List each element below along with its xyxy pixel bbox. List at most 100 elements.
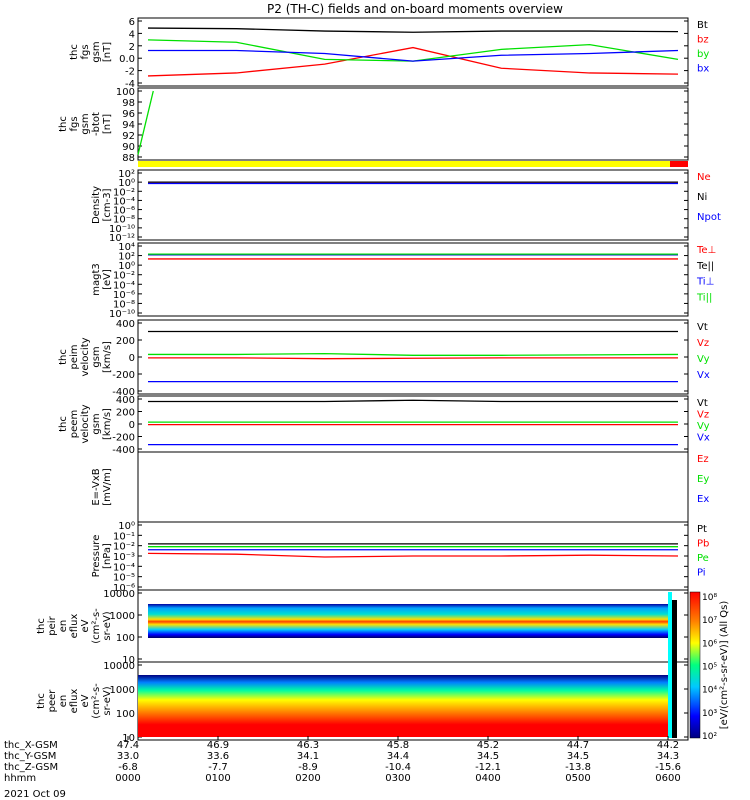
panel-frame-fgs bbox=[137, 17, 689, 87]
ytick-label-temperature: 10⁻¹⁰ bbox=[109, 309, 135, 320]
ytick-label-peir-spectrogram: 10000 bbox=[103, 589, 135, 600]
legend-peim-velocity: Vy bbox=[697, 354, 710, 365]
ytick-label-fgs-btotal: 94 bbox=[122, 120, 135, 131]
ytick-label-temperature: 10⁻² bbox=[113, 271, 135, 282]
ylabel-peer-spectrogram: sr-eV) bbox=[102, 686, 113, 715]
xaxis-value: 34.4 bbox=[387, 751, 409, 762]
ylabel-e-field: E=-VxB bbox=[91, 468, 102, 505]
plot-title: P2 (TH-C) fields and on-board moments ov… bbox=[267, 2, 563, 16]
legend-temperature: Ti⊥ bbox=[696, 277, 714, 288]
legend-temperature: Ti|| bbox=[696, 292, 712, 303]
ylabel-peer-spectrogram: eV bbox=[80, 694, 91, 707]
ytick-label-peer-spectrogram: 100 bbox=[116, 709, 135, 720]
series-fgs-bz bbox=[147, 46, 679, 77]
xaxis-row-label: thc_Z-GSM bbox=[4, 762, 58, 773]
xaxis-value: 0100 bbox=[205, 773, 230, 784]
ytick-label-fgs: -4 bbox=[125, 79, 135, 90]
colorbar-tick-label: 10⁸ bbox=[702, 593, 717, 603]
ytick-label-pressure: 10⁻¹ bbox=[113, 531, 135, 542]
legend-peim-velocity: Vx bbox=[697, 370, 710, 381]
xaxis-value: -7.7 bbox=[208, 762, 228, 773]
ytick-label-fgs: 4 bbox=[129, 29, 135, 40]
spectrogram-gap-dark bbox=[672, 600, 677, 738]
legend-pressure: Pt bbox=[697, 524, 707, 535]
legend-pressure: Pe bbox=[697, 553, 709, 564]
legend-fgs: by bbox=[697, 49, 709, 60]
xaxis-value: 0400 bbox=[475, 773, 500, 784]
ytick-label-peem-velocity: -200 bbox=[112, 433, 135, 444]
xaxis-row-label: thc_Y-GSM bbox=[4, 751, 56, 762]
ylabel-density: Density bbox=[91, 186, 102, 224]
ytick-label-fgs-btotal: 96 bbox=[122, 109, 135, 120]
ylabel-peim-velocity: thc bbox=[58, 349, 69, 365]
xaxis-value: 34.5 bbox=[567, 751, 589, 762]
legend-peem-velocity: Vx bbox=[697, 433, 710, 444]
status-bar-end bbox=[670, 161, 688, 167]
ylabel-peer-spectrogram: (cm²-s- bbox=[91, 683, 102, 719]
ytick-label-peem-velocity: 0 bbox=[129, 420, 135, 431]
ytick-label-peim-velocity: 200 bbox=[116, 336, 135, 347]
legend-peem-velocity: Vz bbox=[697, 410, 709, 421]
legend-temperature: Te⊥ bbox=[696, 245, 716, 256]
ylabel-peim-velocity: [km/s] bbox=[102, 341, 113, 373]
date-label: 2021 Oct 09 bbox=[4, 789, 66, 800]
ytick-label-peir-spectrogram: 1000 bbox=[110, 611, 135, 622]
ytick-label-fgs: 2 bbox=[129, 42, 135, 53]
ytick-label-pressure: 10⁰ bbox=[118, 521, 135, 532]
ytick-label-density: 10⁰ bbox=[118, 178, 135, 189]
xaxis-value: -13.8 bbox=[565, 762, 591, 773]
ytick-label-density: 10⁻² bbox=[113, 187, 135, 198]
ylabel-e-field: [mV/m] bbox=[102, 468, 113, 506]
legend-pressure: Pb bbox=[697, 539, 709, 550]
colorbar-ticks: 10⁸ 10⁷ 10⁶ 10⁵ 10⁴ 10³ 10² bbox=[702, 593, 717, 742]
colorbar bbox=[689, 591, 701, 739]
ylabel-temperature: magt3 bbox=[91, 263, 102, 296]
legend-peem-velocity: Vy bbox=[697, 421, 710, 432]
colorbar-tick-label: 10⁷ bbox=[702, 616, 717, 626]
ytick-label-peer-spectrogram: 1000 bbox=[110, 685, 135, 696]
xaxis-value: 0200 bbox=[295, 773, 320, 784]
series-peem-velocity-Vt bbox=[148, 399, 678, 403]
ytick-label-peim-velocity: -200 bbox=[112, 370, 135, 381]
ylabel-peer-spectrogram: peer bbox=[47, 689, 58, 713]
xaxis-value: 0000 bbox=[115, 773, 140, 784]
ylabel-peir-spectrogram: peir bbox=[47, 615, 58, 635]
ytick-label-fgs-btotal: 90 bbox=[122, 142, 135, 153]
spectrogram-gap bbox=[668, 592, 672, 738]
peer-spectrogram-image bbox=[138, 675, 668, 737]
ylabel-density: [cm-3] bbox=[102, 188, 113, 221]
xaxis-value: 34.3 bbox=[657, 751, 679, 762]
ytick-label-peim-velocity: 0 bbox=[129, 353, 135, 364]
xaxis-value: 33.0 bbox=[117, 751, 139, 762]
ylabel-peem-velocity: thc bbox=[58, 416, 69, 432]
ylabel-peer-spectrogram: eflux bbox=[69, 689, 80, 714]
ytick-label-pressure: 10⁻⁵ bbox=[113, 573, 135, 584]
ytick-label-peir-spectrogram: 100 bbox=[116, 633, 135, 644]
ytick-label-density: 10⁻¹⁰ bbox=[109, 224, 135, 235]
xaxis-value: 0300 bbox=[385, 773, 410, 784]
ylabel-fgs-btotal: fgs bbox=[69, 116, 80, 131]
ytick-label-density: 10⁻⁸ bbox=[113, 215, 135, 226]
ylabel-fgs: thc bbox=[69, 44, 80, 60]
xaxis-value: -15.6 bbox=[655, 762, 681, 773]
ytick-label-fgs-btotal: 92 bbox=[122, 131, 135, 142]
ylabel-fgs-btotal: gsm bbox=[80, 113, 91, 134]
legend-e-field: Ey bbox=[697, 474, 709, 485]
panel-frame-temperature bbox=[137, 242, 689, 317]
ytick-label-density: 10⁻¹² bbox=[109, 233, 135, 244]
ytick-label-fgs: -2 bbox=[125, 67, 135, 78]
legend-temperature: Te|| bbox=[696, 261, 714, 272]
legend-e-field: Ez bbox=[697, 454, 709, 465]
legend-density: Ne bbox=[697, 172, 711, 183]
xaxis-value: 34.1 bbox=[297, 751, 319, 762]
ylabel-peir-spectrogram: en bbox=[58, 620, 69, 633]
xaxis-row-label: hhmm bbox=[4, 773, 36, 784]
panel-frame-e-field bbox=[137, 451, 689, 523]
series-pressure-Pb bbox=[147, 552, 679, 558]
ytick-label-fgs: 6 bbox=[129, 17, 135, 28]
xaxis-value: -8.9 bbox=[298, 762, 318, 773]
ytick-label-peem-velocity: 200 bbox=[116, 408, 135, 419]
ylabel-fgs-btotal: [nT] bbox=[102, 114, 113, 134]
